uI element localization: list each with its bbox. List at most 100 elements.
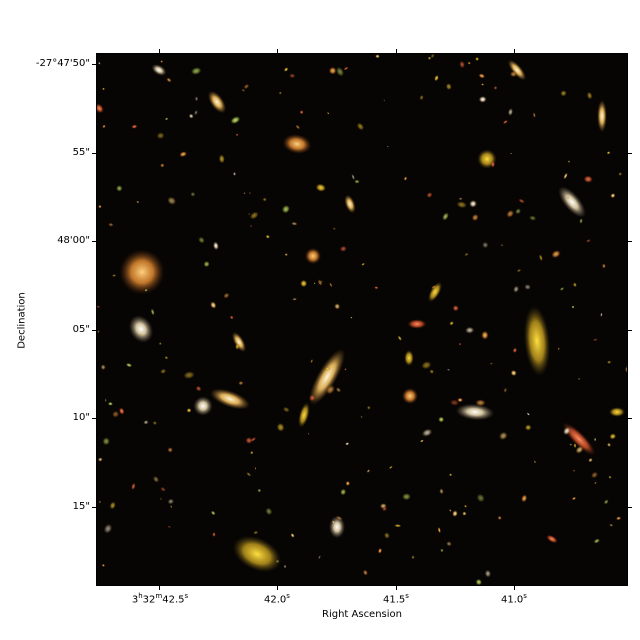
x-tick-mark bbox=[159, 586, 160, 590]
galaxy bbox=[516, 269, 522, 273]
galaxy bbox=[102, 87, 105, 91]
galaxy bbox=[594, 481, 597, 485]
galaxy bbox=[609, 523, 614, 527]
galaxy bbox=[283, 564, 287, 569]
y-tick-mark bbox=[628, 507, 632, 508]
galaxy bbox=[567, 160, 571, 163]
galaxy bbox=[374, 286, 379, 290]
galaxy bbox=[321, 280, 323, 283]
galaxy bbox=[232, 332, 246, 352]
galaxy bbox=[515, 208, 522, 215]
y-tick-label: -27°47'50" bbox=[35, 58, 90, 69]
galaxy bbox=[509, 70, 518, 78]
galaxy bbox=[235, 133, 239, 137]
galaxy bbox=[98, 61, 101, 65]
galaxy bbox=[249, 211, 259, 220]
galaxy bbox=[350, 316, 353, 319]
x-tick-mark bbox=[277, 49, 278, 53]
galaxy bbox=[618, 172, 623, 176]
galaxy-field bbox=[97, 54, 627, 585]
galaxy bbox=[262, 197, 267, 202]
galaxy bbox=[186, 408, 192, 413]
galaxy bbox=[484, 569, 492, 578]
galaxy bbox=[248, 212, 251, 216]
galaxy bbox=[101, 563, 105, 567]
galaxy bbox=[212, 241, 219, 251]
galaxy bbox=[164, 355, 169, 360]
galaxy bbox=[386, 145, 389, 148]
galaxy bbox=[156, 132, 165, 140]
galaxy bbox=[438, 416, 445, 423]
galaxy bbox=[276, 422, 285, 432]
galaxy bbox=[557, 347, 560, 351]
galaxy bbox=[97, 457, 103, 462]
galaxy bbox=[188, 113, 194, 119]
galaxy bbox=[254, 467, 257, 470]
x-tick-label: 41.5s bbox=[383, 592, 409, 606]
galaxy bbox=[481, 330, 489, 340]
galaxy bbox=[325, 384, 336, 395]
galaxy bbox=[521, 494, 528, 503]
galaxy bbox=[583, 175, 593, 183]
x-axis-label: Right Ascension bbox=[322, 609, 402, 620]
galaxy bbox=[493, 85, 498, 90]
galaxy bbox=[388, 465, 393, 469]
galaxy bbox=[243, 192, 246, 195]
galaxy bbox=[151, 64, 167, 76]
galaxy bbox=[524, 284, 531, 290]
galaxy bbox=[458, 342, 462, 346]
galaxy bbox=[510, 152, 513, 155]
x-tick-label: 3h32m42.5s bbox=[131, 592, 189, 606]
galaxy bbox=[131, 124, 138, 129]
galaxy bbox=[104, 398, 107, 403]
galaxy bbox=[265, 234, 270, 239]
galaxy bbox=[229, 315, 234, 320]
galaxy bbox=[426, 192, 433, 198]
x-tick-mark bbox=[396, 586, 397, 590]
galaxy bbox=[523, 305, 551, 377]
galaxy bbox=[507, 108, 514, 116]
galaxy bbox=[469, 199, 478, 208]
galaxy bbox=[317, 279, 323, 286]
y-tick-mark bbox=[628, 418, 632, 419]
galaxy bbox=[167, 447, 173, 453]
galaxy bbox=[419, 94, 424, 101]
galaxy bbox=[356, 122, 365, 131]
galaxy bbox=[569, 443, 573, 446]
galaxy bbox=[467, 61, 471, 65]
galaxy bbox=[591, 471, 598, 479]
galaxy bbox=[326, 112, 330, 115]
galaxy bbox=[572, 469, 576, 472]
galaxy bbox=[328, 66, 337, 75]
galaxy bbox=[603, 499, 609, 505]
galaxy bbox=[538, 254, 543, 262]
galaxy bbox=[351, 173, 355, 181]
galaxy bbox=[462, 511, 467, 516]
galaxy bbox=[428, 282, 442, 302]
galaxy bbox=[475, 578, 483, 585]
galaxy bbox=[275, 559, 280, 564]
galaxy bbox=[592, 338, 598, 342]
galaxy bbox=[457, 397, 463, 403]
galaxy bbox=[586, 239, 591, 243]
y-tick-label: 10" bbox=[72, 412, 90, 423]
galaxy bbox=[332, 227, 336, 230]
galaxy bbox=[449, 473, 453, 477]
galaxy bbox=[230, 116, 241, 125]
galaxy bbox=[160, 497, 162, 501]
galaxy bbox=[442, 212, 449, 221]
galaxy bbox=[478, 73, 486, 79]
galaxy bbox=[169, 505, 173, 509]
galaxy bbox=[560, 90, 567, 97]
galaxy bbox=[152, 420, 158, 426]
galaxy bbox=[366, 469, 371, 473]
galaxy bbox=[345, 442, 350, 446]
galaxy bbox=[402, 388, 418, 404]
galaxy bbox=[102, 124, 106, 129]
galaxy bbox=[512, 347, 518, 353]
galaxy bbox=[546, 534, 558, 544]
galaxy bbox=[232, 535, 282, 573]
galaxy bbox=[249, 192, 251, 195]
galaxy bbox=[344, 368, 347, 371]
galaxy bbox=[609, 433, 617, 440]
